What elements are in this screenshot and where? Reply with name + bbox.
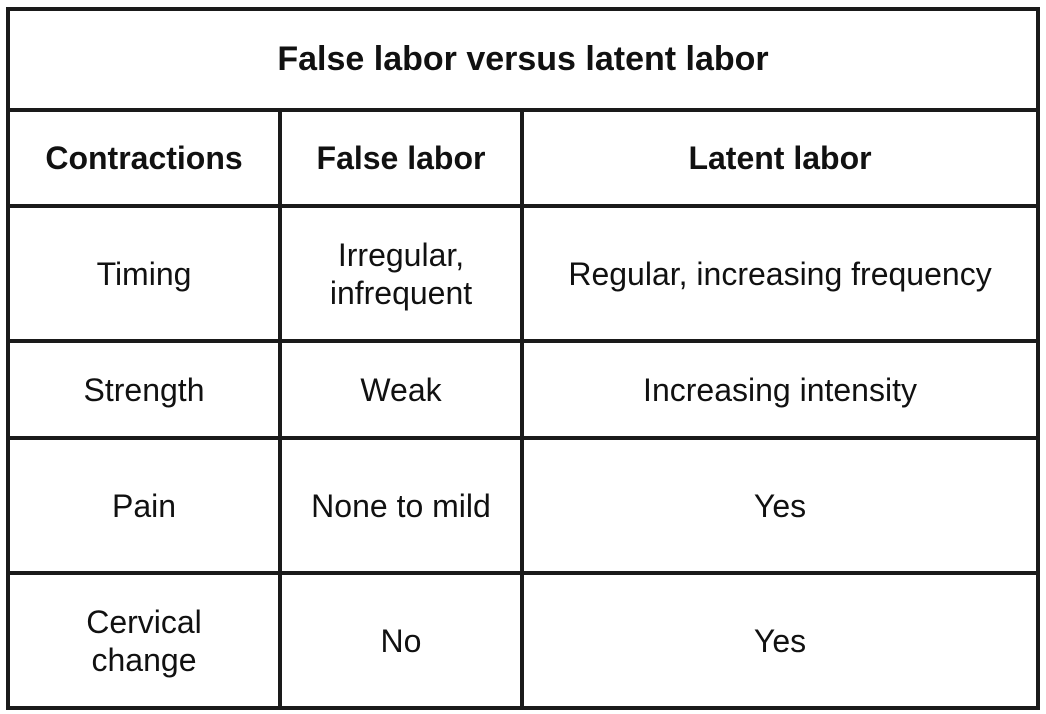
- header-row: Contractions False labor Latent labor: [6, 107, 1041, 209]
- latent-labor-cell: Increasing intensity: [519, 339, 1041, 441]
- latent-labor-cell: Yes: [519, 571, 1041, 710]
- table-row-timing: Timing Irregular, infrequent Regular, in…: [6, 204, 1041, 344]
- false-labor-cell: Weak: [278, 339, 524, 441]
- row-label: Strength: [83, 371, 205, 408]
- comparison-table: False labor versus latent labor Contract…: [5, 7, 1041, 710]
- row-label-cell: Cervical change: [6, 571, 282, 710]
- comparison-table-container: False labor versus latent labor Contract…: [5, 7, 1041, 710]
- false-labor-value: No: [380, 622, 422, 659]
- row-label: Cervical change: [86, 603, 202, 678]
- latent-labor-cell: Yes: [519, 436, 1041, 575]
- latent-labor-value: Yes: [753, 622, 807, 659]
- table-row-cervical-change: Cervical change No Yes: [6, 571, 1041, 710]
- row-label-cell: Pain: [6, 436, 282, 575]
- false-labor-cell: None to mild: [278, 436, 524, 575]
- false-labor-cell: Irregular, infrequent: [278, 204, 524, 344]
- table-row-pain: Pain None to mild Yes: [6, 436, 1041, 575]
- latent-labor-cell: Regular, increasing frequency: [519, 204, 1041, 344]
- latent-labor-value: Regular, increasing frequency: [568, 255, 992, 292]
- column-header-false-labor: False labor: [278, 107, 524, 209]
- false-labor-value: Irregular, infrequent: [329, 236, 473, 311]
- latent-labor-value: Yes: [753, 487, 807, 524]
- false-labor-cell: No: [278, 571, 524, 710]
- row-label: Timing: [96, 255, 192, 292]
- row-label: Pain: [111, 487, 177, 524]
- table-title: False labor versus latent labor: [5, 7, 1041, 112]
- column-header-latent-labor: Latent labor: [519, 107, 1041, 209]
- false-labor-value: Weak: [360, 371, 442, 408]
- row-label-cell: Timing: [6, 204, 282, 344]
- table-row-strength: Strength Weak Increasing intensity: [6, 339, 1041, 441]
- latent-labor-value: Increasing intensity: [643, 371, 917, 408]
- row-label-cell: Strength: [6, 339, 282, 441]
- column-header-contractions: Contractions: [6, 107, 282, 209]
- title-row: False labor versus latent labor: [5, 7, 1041, 112]
- false-labor-value: None to mild: [311, 487, 491, 524]
